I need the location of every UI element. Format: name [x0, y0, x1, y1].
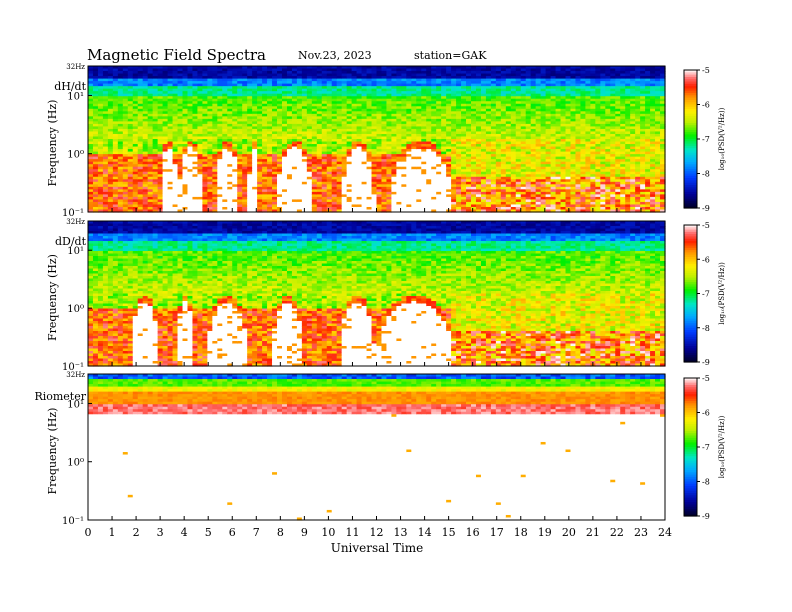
figure-station: station=GAK	[414, 49, 487, 62]
figure-title: Magnetic Field Spectra	[87, 46, 266, 64]
figure-date: Nov.23, 2023	[298, 49, 372, 62]
spectrogram-image	[88, 66, 666, 213]
